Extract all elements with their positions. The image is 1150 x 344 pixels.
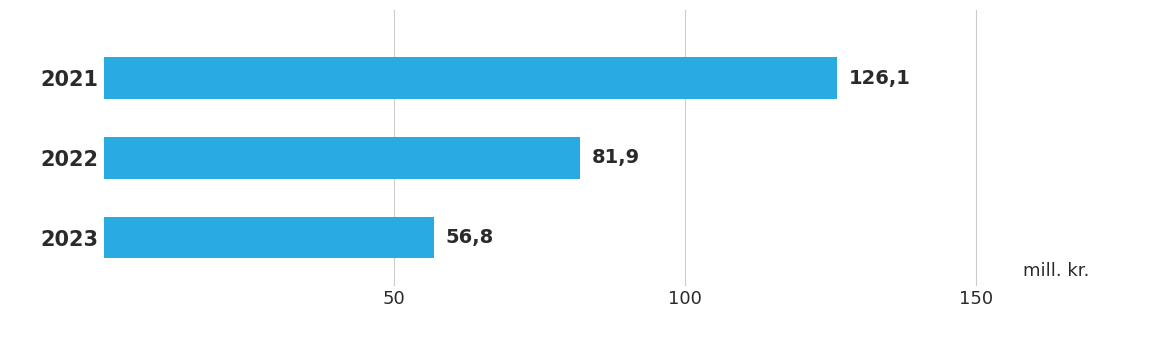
Text: 81,9: 81,9 xyxy=(591,148,639,168)
Bar xyxy=(104,137,580,179)
Text: 56,8: 56,8 xyxy=(445,228,493,247)
Text: 126,1: 126,1 xyxy=(849,68,911,88)
Text: mill. kr.: mill. kr. xyxy=(1022,262,1089,280)
Bar xyxy=(104,217,434,258)
Bar xyxy=(104,57,837,99)
